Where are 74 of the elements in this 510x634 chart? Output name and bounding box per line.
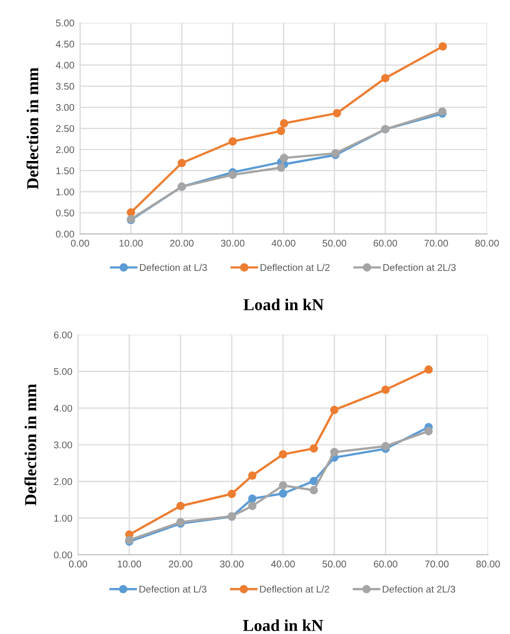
- point: [381, 74, 390, 82]
- legend-label: Defection at 2L/3: [383, 264, 456, 271]
- x-tick-label: 30.00: [220, 240, 244, 247]
- y-tick-label: 1.00: [54, 514, 72, 522]
- x-tick-label: 60.00: [374, 560, 398, 568]
- x-tick-label: 10.00: [118, 560, 142, 568]
- x-tick-label: 40.00: [271, 560, 295, 568]
- point: [310, 476, 318, 486]
- x-tick-label: 20.00: [168, 560, 192, 568]
- y-tick-label: 3.50: [56, 82, 74, 90]
- legend-label: Defection at 2L/3: [382, 586, 456, 593]
- point: [310, 486, 318, 494]
- x-tick-label: 30.00: [220, 560, 244, 568]
- x-tick-label: 10.00: [120, 240, 143, 247]
- y-tick-label: 5.00: [54, 368, 72, 376]
- y-tick-label: 2.50: [56, 125, 74, 132]
- y-tick-label: 0.50: [56, 210, 74, 216]
- y-tick-label: 2.00: [54, 478, 72, 486]
- point: [424, 427, 433, 436]
- x-tick-label: 50.00: [322, 560, 346, 568]
- point: [330, 448, 338, 456]
- legend-label: Defection at L/3: [140, 586, 206, 593]
- point: [176, 502, 185, 510]
- y-tick-label: 3.00: [56, 104, 74, 111]
- x-tick-label: 60.00: [374, 240, 398, 247]
- point: [248, 471, 256, 480]
- point: [248, 494, 256, 503]
- point: [276, 126, 286, 136]
- y-tick-label: 1.00: [56, 188, 74, 196]
- point: [424, 365, 433, 374]
- point: [278, 481, 288, 490]
- point: [228, 137, 237, 146]
- x-tick-label: 50.00: [322, 240, 346, 247]
- y-tick-label: 1.50: [56, 167, 74, 174]
- point: [381, 386, 390, 394]
- point: [278, 489, 288, 498]
- y-tick-label: 5.00: [56, 20, 74, 26]
- y-tick-label: 0.00: [56, 230, 74, 238]
- point: [330, 406, 338, 414]
- point: [228, 170, 237, 179]
- point: [248, 502, 256, 510]
- legend-label: Defection at L/3: [140, 264, 207, 271]
- y-axis-title: Deflection in mm: [24, 384, 36, 506]
- x-axis-title: Load in kN: [244, 298, 324, 310]
- point: [280, 154, 288, 162]
- x-tick-label: 20.00: [170, 240, 194, 247]
- x-tick-label: 80.00: [475, 240, 499, 247]
- point: [278, 450, 288, 458]
- point: [310, 444, 318, 453]
- x-axis-title: Load in kN: [243, 619, 324, 632]
- y-axis-title: Deflection in mm: [26, 68, 38, 190]
- y-tick-label: 2.00: [56, 146, 74, 154]
- point: [126, 208, 136, 217]
- legend-label: Deflection at L/2: [260, 264, 330, 271]
- legend-label: Deflection at L/2: [260, 586, 330, 593]
- point: [381, 442, 390, 450]
- point: [438, 42, 447, 51]
- point: [280, 119, 288, 128]
- x-tick-label: 40.00: [272, 240, 296, 247]
- y-tick-label: 4.00: [54, 404, 72, 412]
- y-tick-label: 3.00: [54, 441, 72, 448]
- x-tick-label: 80.00: [476, 560, 500, 568]
- point: [276, 163, 286, 172]
- x-tick-label: 0.00: [70, 240, 90, 247]
- point: [228, 490, 236, 498]
- y-tick-label: 6.00: [54, 331, 72, 338]
- point: [332, 109, 342, 118]
- x-tick-label: 70.00: [424, 240, 448, 247]
- x-tick-label: 0.00: [68, 560, 88, 568]
- y-tick-label: 0.00: [54, 551, 72, 558]
- x-tick-label: 70.00: [425, 560, 449, 568]
- point: [178, 158, 186, 168]
- y-tick-label: 4.00: [56, 62, 74, 69]
- y-tick-label: 4.50: [56, 40, 74, 48]
